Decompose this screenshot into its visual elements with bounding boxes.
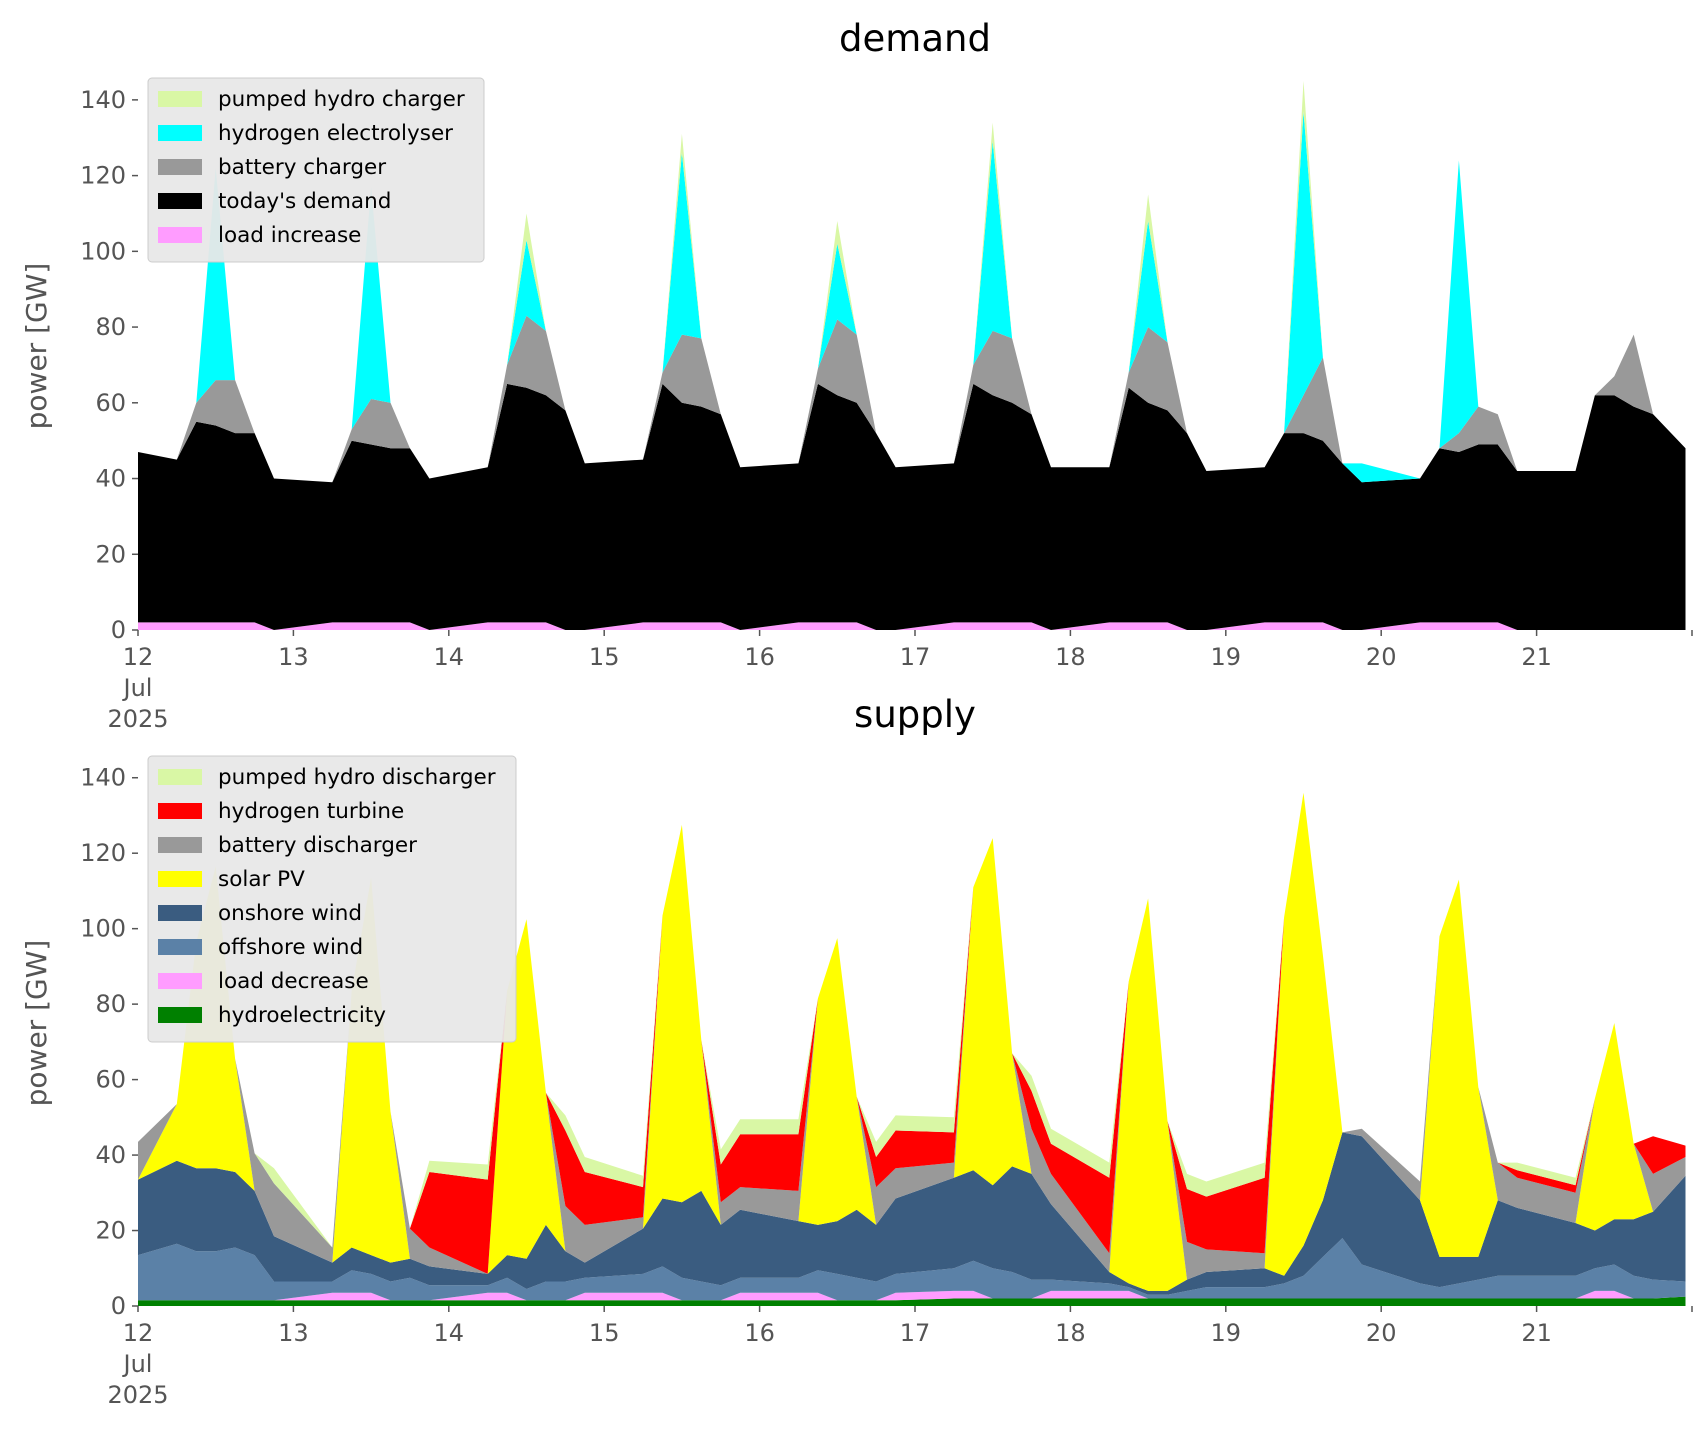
legend-label: load increase	[218, 223, 361, 248]
x-tick-label: 13	[278, 643, 309, 671]
area-load-increase	[138, 622, 1686, 630]
area-offshore-wind	[138, 1238, 1686, 1301]
legend-label: load decrease	[218, 969, 369, 994]
x-tick-label: 20	[1366, 643, 1397, 671]
y-tick-label: 40	[95, 1141, 126, 1169]
x-tick-label: 16	[744, 643, 775, 671]
legend-swatch	[158, 803, 202, 819]
legend-swatch	[158, 193, 202, 209]
legend: pumped hydro charger hydrogen electrolyse…	[147, 77, 485, 263]
legend-swatch	[158, 905, 202, 921]
y-axis-label: power [GW]	[20, 263, 53, 430]
area-stack	[138, 80, 1686, 630]
legend-label: offshore wind	[218, 935, 363, 960]
x-tick-label: 12	[123, 1319, 154, 1347]
supply-panel: supply 0 20 40 60 80 100 120 140 12 Jul 2025 13 14 15 1…	[20, 693, 1693, 1409]
y-tick-label: 80	[95, 990, 126, 1018]
y-tick-label: 80	[95, 313, 126, 341]
area-battery-discharger	[138, 792, 1686, 1280]
x-tick-label: 21	[1521, 1319, 1552, 1347]
legend-swatch	[158, 159, 202, 175]
area-pumped-hydro-charger	[138, 80, 1686, 483]
x-tick-label: 18	[1055, 643, 1086, 671]
y-tick-label: 120	[80, 162, 126, 190]
area-today-s-demand	[138, 383, 1686, 630]
y-axis-label: power [GW]	[20, 940, 53, 1107]
legend-swatch	[158, 125, 202, 141]
x-tick-label: 14	[434, 643, 465, 671]
x-tick-sublabel: 2025	[107, 705, 168, 733]
legend-label: onshore wind	[218, 901, 362, 926]
y-tick-label: 40	[95, 465, 126, 493]
legend-swatch	[158, 973, 202, 989]
legend-swatch	[158, 769, 202, 785]
legend-swatch	[158, 871, 202, 887]
x-tick-label: 18	[1055, 1319, 1086, 1347]
area-battery-charger	[138, 315, 1686, 483]
area-hydroelectricity	[138, 1296, 1686, 1306]
area-load-decrease	[138, 1290, 1686, 1301]
area-onshore-wind	[138, 1132, 1686, 1295]
legend-label: battery discharger	[218, 833, 417, 858]
legend-label: hydrogen turbine	[218, 799, 404, 824]
legend-box	[147, 77, 485, 263]
x-tick-label: 17	[900, 643, 931, 671]
x-tick-label: 20	[1366, 1319, 1397, 1347]
y-tick-label: 140	[80, 86, 126, 114]
area-hydrogen-electrolyser	[138, 111, 1686, 483]
legend-label: solar PV	[218, 867, 305, 892]
x-tick-label: 15	[589, 1319, 620, 1347]
legend-label: pumped hydro discharger	[218, 765, 496, 790]
legend-box	[147, 755, 517, 1043]
y-tick-label: 120	[80, 839, 126, 867]
y-tick-label: 20	[95, 1217, 126, 1245]
x-tick-label: 19	[1211, 643, 1242, 671]
x-tick-label: 16	[744, 1319, 775, 1347]
y-tick-label: 60	[95, 389, 126, 417]
legend-label: hydroelectricity	[218, 1003, 386, 1028]
x-tick-sublabel: 2025	[107, 1381, 168, 1409]
legend-swatch	[158, 939, 202, 955]
y-tick-label: 0	[111, 616, 126, 644]
area-pumped-hydro-discharger	[138, 792, 1686, 1248]
x-tick-label: 21	[1521, 643, 1552, 671]
legend-swatch	[158, 91, 202, 107]
y-tick-label: 60	[95, 1066, 126, 1094]
chart-title: demand	[839, 17, 991, 60]
x-tick-label: 15	[589, 643, 620, 671]
x-tick-sublabel: Jul	[122, 1350, 153, 1378]
y-tick-label: 100	[80, 915, 126, 943]
demand-panel: demand 0 20 40 60 80 100 120 140 12 Jul 2025 13 14 15 1…	[20, 17, 1693, 733]
legend-label: today's demand	[218, 189, 391, 214]
legend-label: pumped hydro charger	[218, 87, 465, 112]
x-tick-label: 19	[1211, 1319, 1242, 1347]
y-tick-label: 20	[95, 540, 126, 568]
x-tick-label: 14	[434, 1319, 465, 1347]
x-tick-label: 17	[900, 1319, 931, 1347]
y-tick-label: 0	[111, 1292, 126, 1320]
legend-label: battery charger	[218, 155, 386, 180]
legend: pumped hydro discharger hydrogen turbine b…	[147, 755, 517, 1043]
area-solar-pv	[138, 792, 1686, 1291]
legend-swatch	[158, 1007, 202, 1023]
chart-title: supply	[854, 693, 976, 736]
x-tick-label: 12	[123, 643, 154, 671]
y-tick-label: 100	[80, 237, 126, 265]
x-tick-label: 13	[278, 1319, 309, 1347]
area-stack	[138, 792, 1686, 1306]
y-tick-label: 140	[80, 764, 126, 792]
legend-swatch	[158, 227, 202, 243]
x-tick-sublabel: Jul	[122, 674, 153, 702]
legend-swatch	[158, 837, 202, 853]
legend-label: hydrogen electrolyser	[218, 121, 453, 146]
